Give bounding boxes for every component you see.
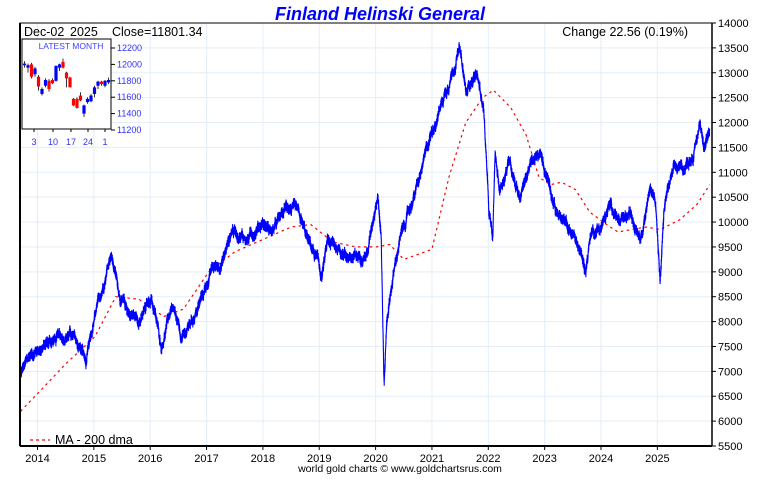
x-tick-label: 2018: [251, 453, 275, 465]
inset-x-tick-label: 17: [66, 137, 76, 147]
inset-candle: [68, 76, 72, 88]
inset-candle: [85, 97, 90, 104]
y-tick-label: 8000: [718, 317, 742, 329]
inset-title: LATEST MONTH: [39, 41, 104, 51]
x-tick-label: 2019: [307, 453, 331, 465]
inset-candle: [106, 77, 111, 85]
inset-y-tick-label: 11800: [117, 76, 141, 86]
header-date: Dec-02: [24, 25, 64, 39]
header-change: Change 22.56 (0.19%): [562, 25, 688, 39]
inset-candle: [40, 87, 44, 96]
y-tick-label: 12000: [718, 118, 749, 130]
x-tick-label: 2022: [476, 453, 500, 465]
inset-candle: [99, 80, 104, 86]
y-tick-label: 9000: [718, 267, 742, 279]
ma-series: [20, 89, 711, 412]
inset-y-tick-label: 11600: [117, 92, 141, 102]
legend-ma-label: MA - 200 dma: [55, 433, 133, 447]
y-tick-label: 10000: [718, 217, 749, 229]
inset-candle: [54, 65, 58, 82]
inset-candle: [33, 66, 37, 77]
y-axis-ticks: 5500 6000 6500 7000 7500 8000 8500 9000 9500 1000…: [712, 18, 749, 453]
inset-x-tick-label: 10: [48, 137, 58, 147]
header-close: Close=11801.34: [112, 25, 203, 39]
x-tick-label: 2021: [420, 453, 444, 465]
inset-y-tick-label: 12200: [117, 43, 142, 53]
x-tick-label: 2017: [194, 453, 218, 465]
gridlines: [20, 22, 712, 447]
header-year: 2025: [70, 25, 98, 39]
inset-candle: [96, 80, 100, 89]
inset-candle: [50, 78, 55, 85]
x-tick-label: 2025: [645, 453, 669, 465]
y-tick-label: 10500: [718, 192, 749, 204]
inset-candle: [64, 71, 69, 88]
footer-credit: world gold charts © www.goldchartsrus.co…: [297, 463, 502, 475]
y-tick-label: 5500: [718, 441, 742, 453]
inset-candle: [36, 75, 41, 91]
inset-candle: [47, 79, 51, 92]
plot-frame: [19, 22, 713, 447]
x-tick-label: 2024: [589, 453, 613, 465]
inset-candle: [61, 58, 65, 69]
inset-candle: [89, 93, 93, 103]
inset-candle: [75, 97, 79, 109]
x-tick-label: 2014: [25, 453, 49, 465]
inset-candle: [78, 92, 83, 102]
y-tick-label: 6000: [718, 416, 742, 428]
chart-title: Finland Helinski General: [275, 4, 486, 24]
y-tick-label: 11000: [718, 167, 748, 179]
y-tick-label: 7000: [718, 366, 742, 378]
x-tick-label: 2016: [138, 453, 162, 465]
x-tick-label: 2020: [363, 453, 387, 465]
inset-candle: [71, 98, 76, 107]
inset-candle: [29, 62, 34, 79]
inset-candle: [57, 63, 62, 71]
x-axis-ticks: 2014 2015 2016 2017 2018 2019 2020 2021 2022 2023…: [25, 446, 670, 465]
y-tick-label: 6500: [718, 391, 742, 403]
y-tick-label: 7500: [718, 341, 742, 353]
inset-y-tick-label: 12000: [117, 59, 142, 69]
y-tick-label: 14000: [718, 18, 749, 30]
x-tick-label: 2015: [82, 453, 106, 465]
inset-x-tick-label: 3: [31, 137, 36, 147]
legend: MA - 200 dma: [30, 433, 133, 447]
inset-candle: [43, 78, 48, 88]
y-tick-label: 12500: [718, 93, 749, 105]
inset-candle: [82, 104, 86, 117]
y-tick-label: 13500: [718, 43, 749, 55]
inset-latest-month: LATEST MONTH 11200 11400 11600 11800 12000 12…: [21, 38, 142, 147]
inset-y-tick-label: 11200: [117, 125, 141, 135]
inset-candle: [92, 85, 97, 98]
inset-y-tick-label: 11400: [117, 109, 141, 119]
inset-candle: [103, 79, 107, 88]
ma-line: [20, 89, 711, 412]
y-tick-label: 13000: [718, 68, 749, 80]
y-tick-label: 11500: [718, 142, 748, 154]
inset-x-tick-label: 1: [102, 137, 107, 147]
y-tick-label: 8500: [718, 292, 742, 304]
inset-x-tick-label: 24: [83, 137, 93, 147]
inset-candle: [22, 61, 27, 68]
x-tick-label: 2023: [532, 453, 556, 465]
inset-candle: [26, 63, 30, 73]
y-tick-label: 9500: [718, 242, 742, 254]
